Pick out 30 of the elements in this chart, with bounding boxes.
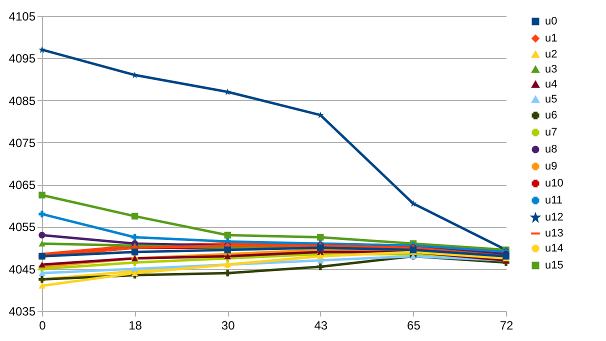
legend-label: u6 bbox=[545, 110, 558, 122]
legend-label: u5 bbox=[545, 94, 558, 106]
y-tick-label: 4045 bbox=[8, 262, 36, 276]
y-tick-label: 4065 bbox=[8, 178, 36, 192]
legend-label: u0 bbox=[545, 16, 558, 28]
y-tick-label: 4055 bbox=[8, 220, 36, 234]
y-tick-label: 4105 bbox=[8, 10, 36, 24]
x-tick-label: 0 bbox=[39, 318, 46, 332]
x-tick-label: 72 bbox=[500, 318, 514, 332]
x-tick-label: 30 bbox=[221, 318, 236, 332]
legend-label: u4 bbox=[545, 78, 558, 90]
legend-label: u15 bbox=[545, 260, 564, 272]
y-tick-label: 4095 bbox=[8, 52, 36, 66]
legend-label: u1 bbox=[545, 32, 558, 44]
x-tick-label: 43 bbox=[314, 318, 328, 332]
legend-label: u2 bbox=[545, 48, 558, 60]
legend-label: u12 bbox=[545, 212, 564, 224]
legend-label: u9 bbox=[545, 160, 558, 172]
legend-label: u11 bbox=[545, 194, 563, 206]
y-tick-label: 4035 bbox=[8, 304, 36, 318]
x-tick-label: 65 bbox=[407, 318, 421, 332]
legend-label: u7 bbox=[545, 126, 558, 138]
x-tick-label: 18 bbox=[128, 318, 142, 332]
y-tick-label: 4075 bbox=[8, 136, 36, 150]
legend-label: u10 bbox=[545, 178, 564, 190]
y-tick-label: 4085 bbox=[8, 94, 36, 108]
legend-label: u8 bbox=[545, 144, 558, 156]
legend-label: u14 bbox=[545, 242, 564, 254]
legend-label: u3 bbox=[545, 64, 558, 76]
legend-label: u13 bbox=[545, 228, 564, 240]
